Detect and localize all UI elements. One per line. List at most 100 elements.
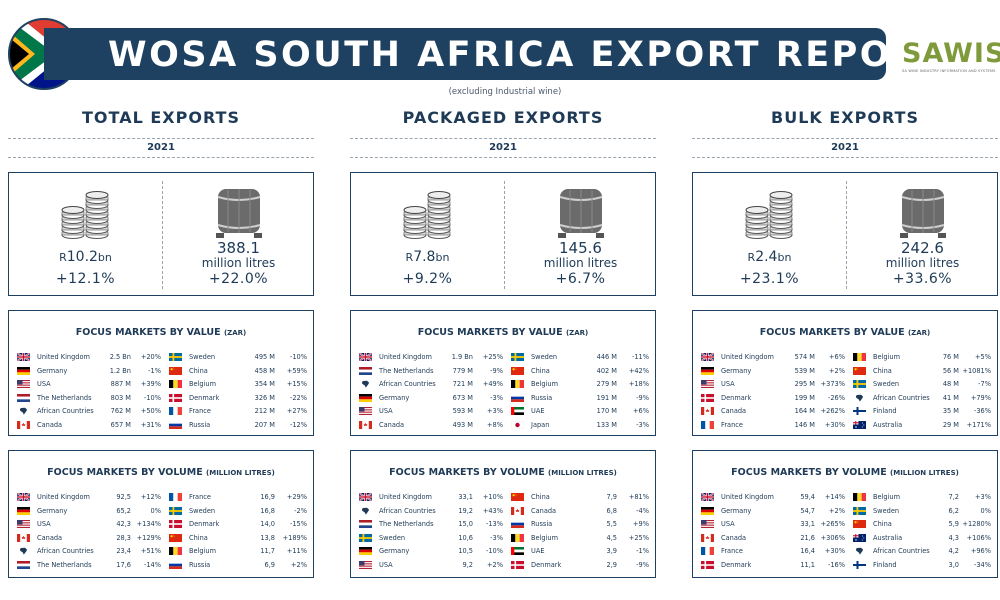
market-country: France <box>189 493 211 501</box>
market-country: Canada <box>531 506 557 515</box>
market-amount: 779 M <box>452 366 473 375</box>
market-change: +96% <box>970 547 991 556</box>
market-amount: 29 M <box>942 420 959 429</box>
panel-title: FOCUS MARKETS BY VOLUME (MILLION LITRES) <box>351 467 655 478</box>
flag-uk-icon <box>358 352 373 362</box>
market-row: Canada 21,6 +306% <box>699 532 849 546</box>
market-column-right: Belgium 76 M +5% China 56 M +1081% Swede… <box>851 351 993 433</box>
market-amount: 7,9 <box>606 493 618 501</box>
market-row: Sweden 446 M -11% <box>509 351 651 365</box>
market-row: Finland 35 M -36% <box>851 405 993 419</box>
market-country: Canada <box>37 533 63 542</box>
section-title: PACKAGED EXPORTS <box>402 108 604 127</box>
flag-ae-icon <box>511 547 524 556</box>
market-amount: 2,9 <box>606 560 618 569</box>
market-row: United Kingdom 33,1 +10% <box>357 491 507 505</box>
market-amount: 3,0 <box>948 560 960 569</box>
market-change: +81% <box>628 493 649 501</box>
flag-cn-icon <box>169 533 182 542</box>
flag-se-icon <box>169 353 182 361</box>
flag-af-icon <box>17 407 30 416</box>
coins-icon <box>351 183 504 239</box>
market-row: Denmark 14,0 -15% <box>167 518 309 532</box>
market-amount: 212 M <box>254 407 275 416</box>
market-change: +9% <box>633 520 649 529</box>
market-amount: 458 M <box>254 366 275 375</box>
market-row: African Countries 762 M +50% <box>15 405 165 419</box>
market-row: African Countries 721 M +49% <box>357 378 507 392</box>
focus-markets-value-panel: FOCUS MARKETS BY VALUE (ZAR) United King… <box>692 310 998 436</box>
flag-ca-icon <box>701 533 714 542</box>
market-country: Germany <box>37 506 68 515</box>
kpi-volume-growth: +33.6% <box>892 271 953 287</box>
market-change: +2% <box>829 366 845 375</box>
market-country: USA <box>379 560 393 569</box>
market-row: Canada 28,3 +129% <box>15 532 165 546</box>
panel-title: FOCUS MARKETS BY VALUE (ZAR) <box>351 327 655 338</box>
market-country: Germany <box>379 393 410 402</box>
section-year: 2021 <box>8 138 314 158</box>
market-country: France <box>721 420 743 429</box>
market-change: -26% <box>827 393 845 402</box>
flag-dk-icon <box>169 393 182 402</box>
market-amount: 33,1 <box>800 520 815 529</box>
market-country: African Countries <box>379 506 436 515</box>
kpi-volume: 388.1 million litres +22.0% <box>162 173 315 297</box>
market-change: -16% <box>827 560 845 569</box>
market-amount: 23,4 <box>116 547 131 556</box>
market-country: Japan <box>531 420 550 429</box>
market-row: Denmark 11,1 -16% <box>699 559 849 573</box>
market-country: United Kingdom <box>37 493 90 501</box>
market-amount: 495 M <box>254 353 275 361</box>
market-column-left: United Kingdom 33,1 +10% African Countri… <box>357 491 507 573</box>
market-change: -7% <box>978 380 991 389</box>
market-country: Belgium <box>531 380 559 389</box>
market-amount: 803 M <box>110 393 131 402</box>
market-amount: 279 M <box>596 380 617 389</box>
section-year: 2021 <box>350 138 656 158</box>
flag-uk-icon <box>700 492 715 502</box>
kpi-volume-amount: 242.6 <box>901 239 944 257</box>
barrel-icon <box>162 183 315 239</box>
kpi-volume: 145.6 million litres +6.7% <box>504 173 657 297</box>
market-row: UAE 3,9 -1% <box>509 545 651 559</box>
flag-us-icon <box>359 560 372 569</box>
market-country: The Netherlands <box>37 560 92 569</box>
market-row: Denmark 326 M -22% <box>167 392 309 406</box>
market-row: United Kingdom 574 M +6% <box>699 351 849 365</box>
kpi-volume-unit: million litres <box>201 256 276 270</box>
market-amount: 59,4 <box>800 493 815 501</box>
market-country: Denmark <box>189 520 220 529</box>
market-amount: 4,2 <box>948 547 960 556</box>
market-column-left: United Kingdom 1.9 Bn +25% The Netherlan… <box>357 351 507 433</box>
panel-title-text: FOCUS MARKETS BY VOLUME <box>47 467 203 478</box>
market-country: France <box>721 547 743 556</box>
kpi-volume-unit: million litres <box>543 256 618 270</box>
market-amount: 295 M <box>794 380 815 389</box>
market-change: -34% <box>973 560 991 569</box>
market-change: +25% <box>628 533 649 542</box>
flag-ru-icon <box>511 520 524 529</box>
market-row: African Countries 41 M +79% <box>851 392 993 406</box>
market-row: Finland 3,0 -34% <box>851 559 993 573</box>
market-change: +189% <box>282 533 307 542</box>
market-change: +5% <box>975 353 991 361</box>
market-country: African Countries <box>873 393 930 402</box>
packaged-exports-section: PACKAGED EXPORTS 2021 R7.8bn +9.2% 145.6… <box>350 108 656 578</box>
market-country: Sweden <box>873 506 900 515</box>
market-change: +10% <box>482 493 503 501</box>
kpi-value: R2.4bn +23.1% <box>693 173 846 297</box>
focus-markets-value-panel: FOCUS MARKETS BY VALUE (ZAR) United King… <box>350 310 656 436</box>
market-amount: 11,7 <box>260 547 275 556</box>
kpi-value-amount: R7.8bn <box>351 248 504 267</box>
kpi-value-growth: +9.2% <box>402 271 453 287</box>
market-change: +25% <box>482 353 503 361</box>
flag-de-icon <box>17 506 30 515</box>
market-country: UAE <box>531 547 545 556</box>
market-row: African Countries 23,4 +51% <box>15 545 165 559</box>
market-row: USA 295 M +373% <box>699 378 849 392</box>
market-change: +2% <box>291 560 307 569</box>
market-row: France 16,9 +29% <box>167 491 309 505</box>
market-row: African Countries 4,2 +96% <box>851 545 993 559</box>
market-row: France 212 M +27% <box>167 405 309 419</box>
